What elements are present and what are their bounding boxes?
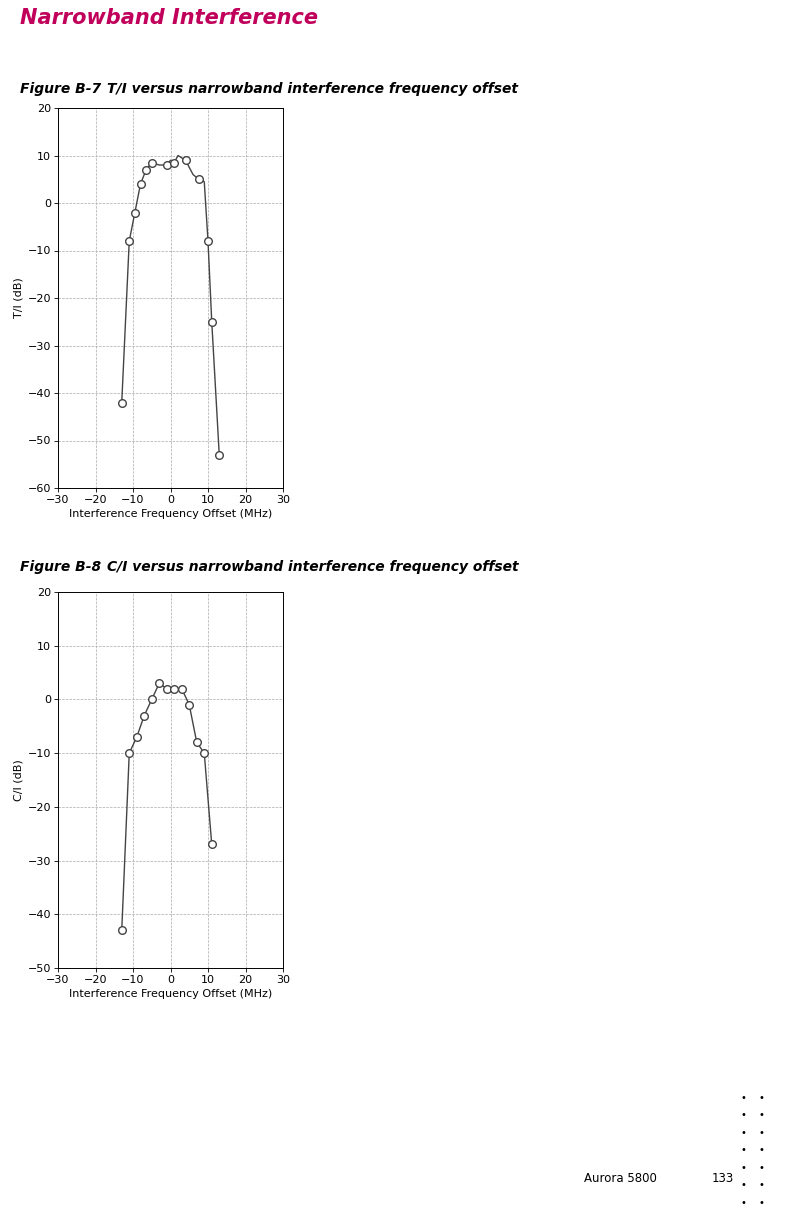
Text: •: • — [758, 1128, 765, 1138]
Text: •: • — [740, 1110, 747, 1120]
Text: •: • — [758, 1145, 765, 1155]
Text: •: • — [740, 1179, 747, 1190]
Text: •: • — [740, 1145, 747, 1155]
Y-axis label: C/I (dB): C/I (dB) — [14, 759, 23, 801]
Text: •: • — [758, 1093, 765, 1103]
Text: Figure B-7: Figure B-7 — [20, 82, 101, 96]
Text: T/I versus narrowband interference frequency offset: T/I versus narrowband interference frequ… — [107, 82, 518, 96]
X-axis label: Interference Frequency Offset (MHz): Interference Frequency Offset (MHz) — [69, 509, 272, 519]
Text: C/I versus narrowband interference frequency offset: C/I versus narrowband interference frequ… — [107, 560, 519, 574]
Text: Narrowband Interference: Narrowband Interference — [20, 9, 318, 28]
Y-axis label: T/I (dB): T/I (dB) — [14, 277, 23, 319]
Text: •: • — [758, 1198, 765, 1208]
Text: •: • — [740, 1162, 747, 1173]
Text: Aurora 5800: Aurora 5800 — [584, 1171, 657, 1184]
Text: •: • — [758, 1110, 765, 1120]
Text: •: • — [740, 1093, 747, 1103]
Text: 133: 133 — [712, 1171, 734, 1184]
X-axis label: Interference Frequency Offset (MHz): Interference Frequency Offset (MHz) — [69, 989, 272, 999]
Text: •: • — [740, 1198, 747, 1208]
Text: •: • — [758, 1179, 765, 1190]
Text: Figure B-8: Figure B-8 — [20, 560, 101, 574]
Text: •: • — [758, 1162, 765, 1173]
Text: •: • — [740, 1128, 747, 1138]
